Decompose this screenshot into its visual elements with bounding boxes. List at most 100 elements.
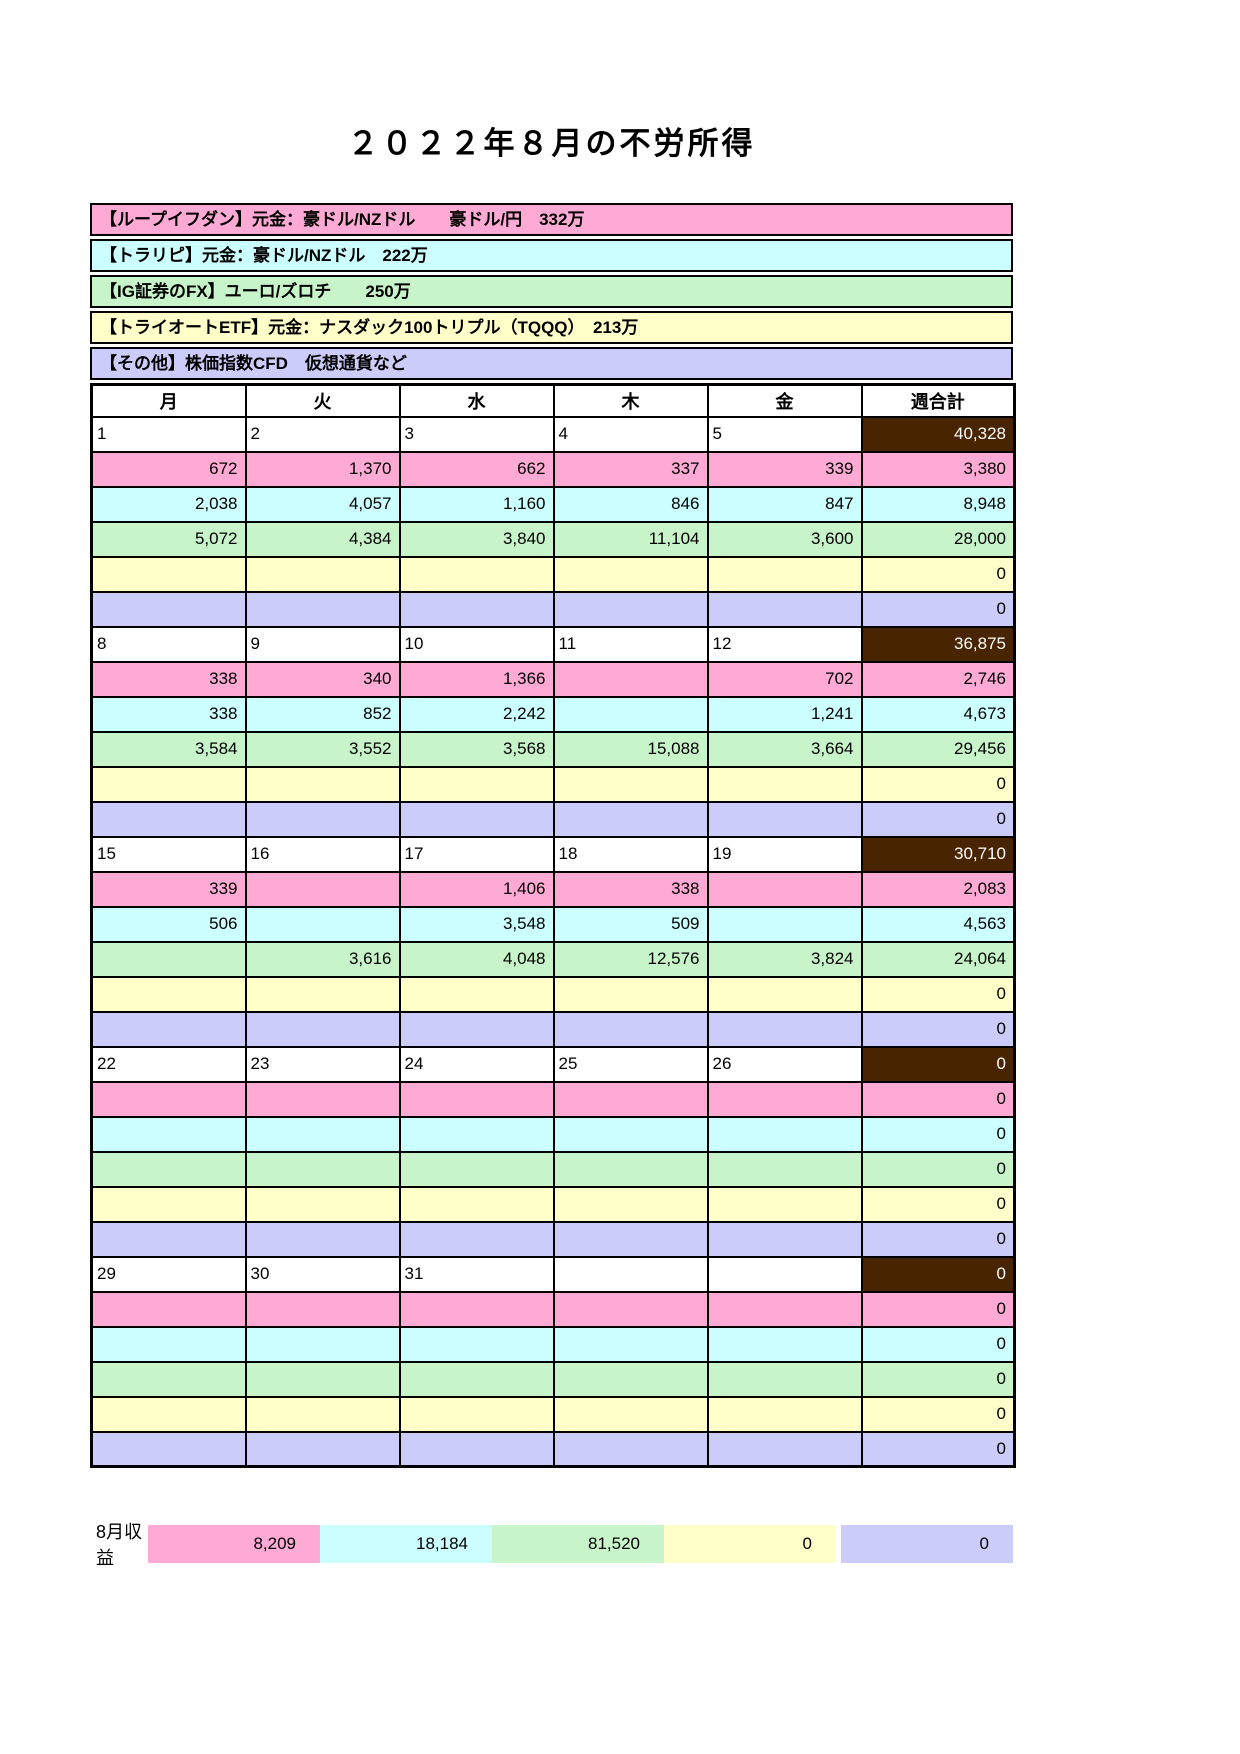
- value-cell-yellow: [398, 975, 555, 1013]
- value-cell-pink: 1,406: [398, 870, 555, 908]
- value-cell-cyan: 506: [90, 905, 247, 943]
- day-number-cell: 16: [244, 835, 401, 873]
- value-cell-cyan: [552, 695, 709, 733]
- category-row-yellow: 0: [90, 975, 1016, 1013]
- week-day-row: 15 16 17 18 19 30,710: [90, 835, 1016, 873]
- value-cell-pink: 672: [90, 450, 247, 488]
- value-cell-pink: 338: [90, 660, 247, 698]
- week-total-cell: 36,875: [860, 625, 1016, 663]
- day-number-cell: 30: [244, 1255, 401, 1293]
- monthly-summary-row: 8月収益 8,209 18,184 81,520 0 0: [90, 1522, 1013, 1568]
- value-cell-purple: [706, 1430, 863, 1468]
- row-total-cell-pink: 3,380: [860, 450, 1016, 488]
- value-cell-green: 4,048: [398, 940, 555, 978]
- week-total-cell: 0: [860, 1255, 1016, 1293]
- value-cell-purple: [244, 800, 401, 838]
- value-cell-yellow: [398, 1395, 555, 1433]
- value-cell-pink: [244, 1080, 401, 1118]
- value-cell-pink: [398, 1290, 555, 1328]
- value-cell-green: 4,384: [244, 520, 401, 558]
- value-cell-yellow: [706, 1395, 863, 1433]
- day-number-cell: 19: [706, 835, 863, 873]
- value-cell-purple: [244, 1430, 401, 1468]
- row-total-cell-yellow: 0: [860, 765, 1016, 803]
- value-cell-purple: [552, 1220, 709, 1258]
- day-number-cell: 3: [398, 415, 555, 453]
- value-cell-green: 3,840: [398, 520, 555, 558]
- value-cell-yellow: [706, 975, 863, 1013]
- value-cell-cyan: [244, 905, 401, 943]
- value-cell-purple: [706, 800, 863, 838]
- value-cell-yellow: [398, 1185, 555, 1223]
- value-cell-pink: [706, 870, 863, 908]
- category-row-yellow: 0: [90, 765, 1016, 803]
- row-total-cell-pink: 2,083: [860, 870, 1016, 908]
- day-number-cell: [552, 1255, 709, 1293]
- value-cell-green: 3,568: [398, 730, 555, 768]
- legend-bar-green: 【IG証券のFX】ユーロ/ズロチ 250万: [90, 275, 1013, 308]
- value-cell-purple: [398, 1010, 555, 1048]
- summary-cells: 8,209 18,184 81,520 0 0: [148, 1525, 1013, 1563]
- day-number-cell: 31: [398, 1255, 555, 1293]
- value-cell-pink: 339: [706, 450, 863, 488]
- value-cell-pink: [706, 1080, 863, 1118]
- header-tuesday: 火: [244, 383, 401, 418]
- value-cell-cyan: 2,242: [398, 695, 555, 733]
- value-cell-green: [706, 1360, 863, 1398]
- row-total-cell-purple: 0: [860, 590, 1016, 628]
- value-cell-yellow: [552, 765, 709, 803]
- week-day-row: 22 23 24 25 26 0: [90, 1045, 1016, 1083]
- value-cell-cyan: [244, 1115, 401, 1153]
- value-cell-yellow: [706, 555, 863, 593]
- value-cell-yellow: [398, 765, 555, 803]
- row-total-cell-cyan: 0: [860, 1115, 1016, 1153]
- category-row-purple: 0: [90, 1430, 1016, 1468]
- value-cell-green: 5,072: [90, 520, 247, 558]
- legend-bar-purple: 【その他】株価指数CFD 仮想通貨など: [90, 347, 1013, 380]
- value-cell-pink: 340: [244, 660, 401, 698]
- value-cell-cyan: 852: [244, 695, 401, 733]
- day-number-cell: 24: [398, 1045, 555, 1083]
- value-cell-purple: [90, 1430, 247, 1468]
- value-cell-green: 3,584: [90, 730, 247, 768]
- value-cell-cyan: 847: [706, 485, 863, 523]
- row-total-cell-yellow: 0: [860, 555, 1016, 593]
- day-number-cell: 10: [398, 625, 555, 663]
- row-total-cell-purple: 0: [860, 1010, 1016, 1048]
- value-cell-green: 3,552: [244, 730, 401, 768]
- value-cell-green: [90, 1360, 247, 1398]
- value-cell-cyan: 846: [552, 485, 709, 523]
- category-row-cyan: 0: [90, 1115, 1016, 1153]
- value-cell-green: [90, 940, 247, 978]
- value-cell-cyan: [398, 1115, 555, 1153]
- day-number-cell: 9: [244, 625, 401, 663]
- value-cell-green: [706, 1150, 863, 1188]
- legend-bar-pink: 【ループイフダン】元金：豪ドル/NZドル 豪ドル/円 332万: [90, 203, 1013, 236]
- income-calendar-table: 月 火 水 木 金 週合計 1 2 3 4 5 40,328 672 1,370 662 337 3…: [90, 383, 1016, 1468]
- value-cell-pink: [552, 1080, 709, 1118]
- value-cell-yellow: [90, 1395, 247, 1433]
- row-total-cell-purple: 0: [860, 1220, 1016, 1258]
- day-number-cell: 2: [244, 415, 401, 453]
- category-row-purple: 0: [90, 1010, 1016, 1048]
- value-cell-pink: [90, 1290, 247, 1328]
- value-cell-yellow: [706, 765, 863, 803]
- value-cell-cyan: [90, 1115, 247, 1153]
- value-cell-cyan: [398, 1325, 555, 1363]
- day-number-cell: 12: [706, 625, 863, 663]
- value-cell-yellow: [244, 975, 401, 1013]
- category-row-cyan: 506 3,548 509 4,563: [90, 905, 1016, 943]
- category-row-cyan: 0: [90, 1325, 1016, 1363]
- value-cell-purple: [244, 1220, 401, 1258]
- value-cell-purple: [398, 800, 555, 838]
- day-number-cell: 4: [552, 415, 709, 453]
- week-total-cell: 30,710: [860, 835, 1016, 873]
- category-row-pink: 0: [90, 1080, 1016, 1118]
- value-cell-purple: [552, 800, 709, 838]
- day-number-cell: 5: [706, 415, 863, 453]
- day-number-cell: 26: [706, 1045, 863, 1083]
- value-cell-cyan: 1,241: [706, 695, 863, 733]
- legend-bar-yellow: 【トライオートETF】元金：ナスダック100トリプル（TQQQ） 213万: [90, 311, 1013, 344]
- summary-cell-green: 81,520: [492, 1525, 664, 1563]
- legend-section: 【ループイフダン】元金：豪ドル/NZドル 豪ドル/円 332万 【トラリピ】元金：…: [90, 203, 1013, 380]
